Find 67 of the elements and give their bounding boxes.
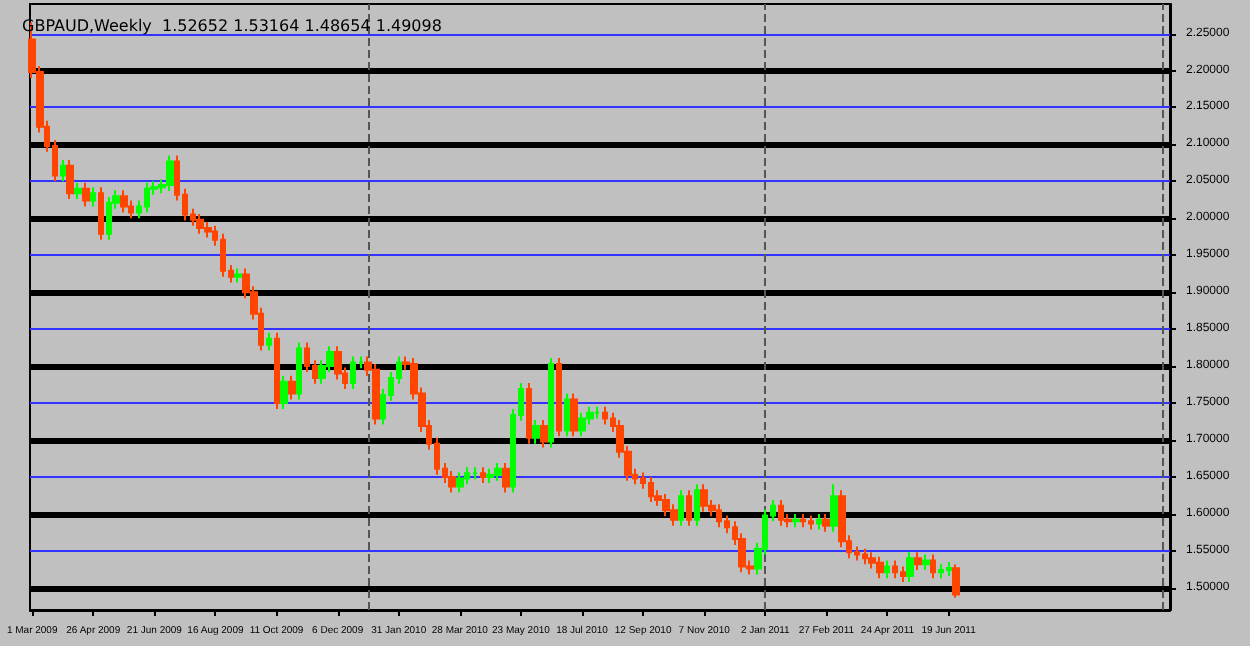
candlestick <box>830 483 838 533</box>
candlestick <box>82 181 90 208</box>
candlestick <box>526 382 532 445</box>
candlestick <box>60 158 66 183</box>
candlestick <box>700 483 708 513</box>
candlestick <box>486 467 494 484</box>
candlestick <box>456 471 464 494</box>
candlestick <box>540 419 548 449</box>
candlestick <box>234 267 242 284</box>
candlestick <box>602 405 608 426</box>
candlestick <box>914 551 922 572</box>
candlestick <box>372 362 380 426</box>
candlestick <box>678 489 684 527</box>
candlestick <box>494 461 502 482</box>
candlestick <box>120 189 128 214</box>
candlestick <box>532 419 540 445</box>
candlestick <box>862 547 868 566</box>
candlestick <box>822 512 830 533</box>
candlestick <box>938 563 944 580</box>
candlestick <box>594 405 600 420</box>
candlestick <box>90 186 96 208</box>
candlestick <box>296 341 302 401</box>
candlestick <box>106 195 112 241</box>
candlestick <box>868 551 876 570</box>
candlestick <box>792 512 800 529</box>
candlestick <box>288 374 296 401</box>
candlestick <box>66 158 74 201</box>
candlestick <box>266 331 272 352</box>
candlestick <box>280 374 288 410</box>
candlestick <box>800 512 806 529</box>
candlestick <box>884 559 890 580</box>
candlestick <box>686 489 692 527</box>
candlestick <box>892 559 898 580</box>
candlestick <box>196 212 204 235</box>
candlestick <box>922 553 930 572</box>
candlestick <box>906 551 914 583</box>
candlestick <box>578 411 586 438</box>
candlestick <box>502 461 510 494</box>
candlestick <box>472 466 478 481</box>
candlestick <box>778 498 784 527</box>
candlestick <box>662 492 670 518</box>
candlestick <box>220 232 226 278</box>
candlestick <box>204 221 212 239</box>
candlestick <box>166 154 174 192</box>
candlestick <box>144 181 150 214</box>
candlestick <box>448 470 456 494</box>
candlestick <box>808 514 814 531</box>
candlestick <box>350 355 356 391</box>
candlestick <box>74 181 82 201</box>
candlestick <box>716 503 722 529</box>
candlestick <box>952 563 960 599</box>
candlestick <box>648 475 654 504</box>
candlestick <box>480 466 486 484</box>
candlestick <box>930 553 936 580</box>
candlestick <box>694 483 700 527</box>
candlestick <box>570 392 578 438</box>
candlestick <box>900 565 906 583</box>
candlestick <box>98 186 104 241</box>
candlestick <box>556 356 562 438</box>
candlestick <box>548 356 554 449</box>
candlestick <box>464 466 470 486</box>
candlestick <box>564 392 570 438</box>
candlestick <box>816 512 822 531</box>
candlestick <box>876 555 884 580</box>
candlestick <box>946 560 952 577</box>
candlestick <box>274 331 280 410</box>
candlestick <box>334 345 342 381</box>
